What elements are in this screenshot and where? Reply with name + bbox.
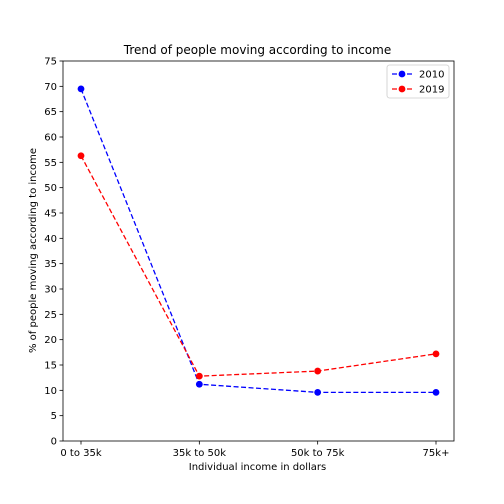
data-point-2010: [432, 388, 440, 396]
y-tick-label: 20: [44, 335, 57, 346]
data-point-2019: [195, 372, 203, 380]
y-tick-label: 40: [44, 234, 57, 245]
y-axis-title: % of people moving according to income: [28, 148, 39, 353]
y-tick-label: 25: [44, 310, 57, 321]
x-tick-label: 50k to 75k: [291, 448, 345, 459]
plot-area: 0 5 10 15 20 25 30 35 40 45 50 55 60 65 70 75 0 to 35k 35…: [44, 57, 455, 459]
y-tick-label: 70: [44, 82, 57, 93]
y-tick-label: 45: [44, 209, 57, 220]
axes-frame: [62, 60, 455, 442]
y-tick-label: 0: [51, 437, 57, 448]
y-tick-label: 15: [44, 361, 57, 372]
y-tick-label: 75: [44, 57, 57, 68]
y-tick-label: 10: [44, 386, 57, 397]
x-tick-label: 35k to 50k: [173, 448, 227, 459]
data-point-2019: [77, 152, 85, 160]
legend-label-2019: 2019: [419, 85, 444, 96]
series-line-2010: [80, 88, 436, 394]
data-point-2019: [432, 350, 440, 358]
legend-label-2010: 2010: [419, 70, 444, 81]
y-tick-label: 5: [51, 411, 57, 422]
y-tick-label: 60: [44, 133, 57, 144]
data-point-2019: [314, 367, 322, 375]
x-axis-title: Individual income in dollars: [189, 462, 326, 473]
data-point-2010: [195, 380, 203, 388]
series-line-2019: [80, 155, 437, 377]
y-tick-label: 65: [44, 107, 57, 118]
y-tick-label: 50: [44, 183, 57, 194]
chart-title: Trend of people moving according to inco…: [123, 43, 391, 57]
legend-marker-2010: [398, 70, 406, 78]
y-tick-label: 30: [44, 285, 57, 296]
y-tick-label: 35: [44, 259, 57, 270]
data-point-2010: [314, 388, 322, 396]
legend: 2010 2019: [386, 64, 450, 99]
x-tick-label: 0 to 35k: [60, 448, 101, 459]
data-point-2010: [77, 85, 85, 93]
x-tick-label: 75k+: [423, 448, 450, 459]
legend-marker-2019: [398, 85, 406, 93]
y-tick-label: 55: [44, 158, 57, 169]
